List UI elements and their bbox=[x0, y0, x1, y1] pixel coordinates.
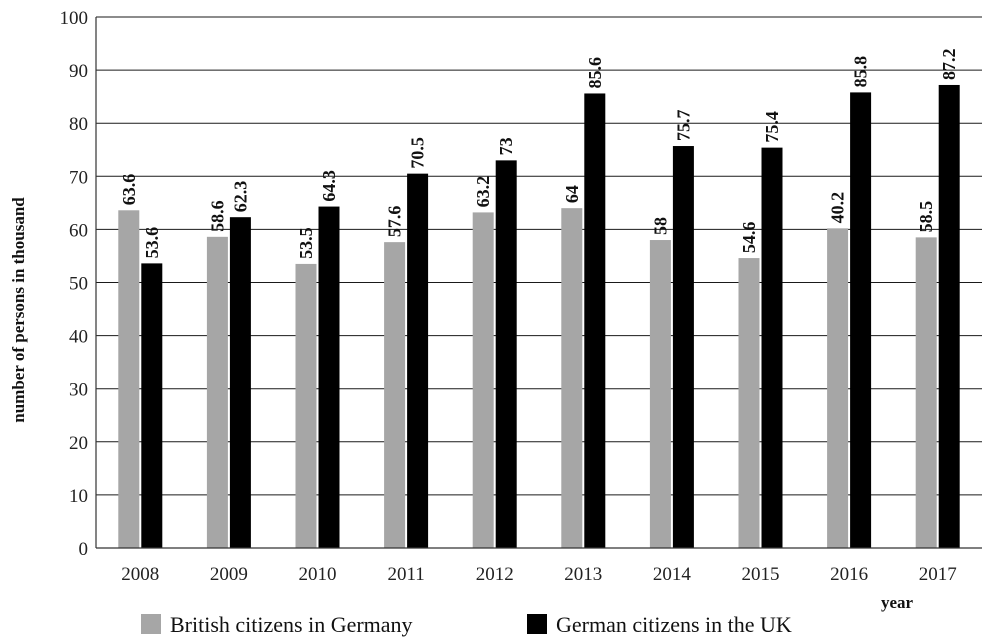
data-label: 63.6 bbox=[119, 174, 139, 206]
y-tick-labels: 0 10 20 30 40 50 60 70 80 90 100 bbox=[60, 8, 89, 560]
data-label: 53.5 bbox=[296, 227, 316, 259]
legend: British citizens in Germany German citize… bbox=[141, 612, 792, 637]
data-label: 53.6 bbox=[142, 227, 162, 259]
data-label: 73 bbox=[496, 137, 516, 155]
data-label: 62.3 bbox=[230, 181, 250, 213]
data-label: 58.5 bbox=[916, 201, 936, 233]
y-tick-label: 20 bbox=[69, 433, 88, 454]
x-tick-labels: 2008 2009 2010 2011 2012 2013 2014 2015 2016 2017 bbox=[121, 564, 956, 585]
bar-german-citizens-in-the-uk bbox=[584, 93, 606, 549]
x-tick-label: 2010 bbox=[299, 564, 337, 585]
bar-british-citizens-in-germany bbox=[295, 263, 317, 548]
data-label: 85.8 bbox=[851, 56, 871, 88]
data-label: 58.6 bbox=[207, 200, 227, 232]
x-tick-label: 2009 bbox=[210, 564, 248, 585]
data-label: 75.7 bbox=[673, 110, 693, 142]
bar-german-citizens-in-the-uk bbox=[761, 147, 783, 548]
data-label: 64 bbox=[562, 185, 582, 203]
bar-british-citizens-in-germany bbox=[649, 240, 671, 548]
legend-label: German citizens in the UK bbox=[556, 612, 792, 637]
bar-british-citizens-in-germany bbox=[738, 258, 760, 548]
bar-british-citizens-in-germany bbox=[206, 236, 228, 549]
legend-swatch bbox=[141, 614, 161, 634]
bar-british-citizens-in-germany bbox=[472, 212, 494, 548]
bar-british-citizens-in-germany bbox=[561, 208, 583, 548]
y-tick-label: 100 bbox=[60, 8, 89, 29]
x-tick-label: 2015 bbox=[742, 564, 780, 585]
data-label: 54.6 bbox=[739, 222, 759, 254]
y-axis-title: number of persons in thousand bbox=[9, 197, 28, 423]
y-tick-label: 30 bbox=[69, 380, 88, 401]
grid-lines bbox=[96, 16, 982, 496]
x-tick-label: 2014 bbox=[653, 564, 692, 585]
data-label: 58 bbox=[650, 217, 670, 235]
bar-british-citizens-in-germany bbox=[384, 242, 406, 549]
data-label: 57.6 bbox=[385, 206, 405, 238]
data-label: 63.2 bbox=[473, 176, 493, 208]
bar-british-citizens-in-germany bbox=[118, 210, 140, 548]
bar-german-citizens-in-the-uk bbox=[407, 173, 429, 548]
y-tick-label: 10 bbox=[69, 486, 88, 507]
bar-german-citizens-in-the-uk bbox=[850, 92, 872, 548]
bar-british-citizens-in-germany bbox=[827, 228, 849, 548]
bars: 63.6 53.6 58.662.3 53.5 64.3 57.6 70.5 63.2 73 64… bbox=[118, 48, 960, 549]
legend-swatch bbox=[527, 614, 547, 634]
x-tick-label: 2016 bbox=[830, 564, 868, 585]
y-tick-label: 50 bbox=[69, 274, 88, 295]
data-label: 75.4 bbox=[762, 111, 782, 143]
bar-british-citizens-in-germany bbox=[915, 237, 937, 549]
data-label: 85.6 bbox=[585, 57, 605, 89]
data-label: 64.3 bbox=[319, 170, 339, 202]
x-tick-label: 2013 bbox=[564, 564, 602, 585]
bar-german-citizens-in-the-uk bbox=[318, 206, 340, 548]
y-tick-label: 70 bbox=[69, 167, 88, 188]
legend-label: British citizens in Germany bbox=[170, 612, 413, 637]
x-tick-label: 2011 bbox=[387, 564, 424, 585]
x-axis-title: year bbox=[881, 593, 914, 612]
y-tick-label: 90 bbox=[69, 61, 88, 82]
x-tick-label: 2017 bbox=[919, 564, 957, 585]
data-label: 87.2 bbox=[939, 48, 959, 80]
bar-german-citizens-in-the-uk bbox=[229, 217, 251, 548]
bar-german-citizens-in-the-uk bbox=[938, 84, 960, 548]
bar-german-citizens-in-the-uk bbox=[672, 146, 694, 548]
bar-german-citizens-in-the-uk bbox=[141, 263, 163, 548]
y-tick-label: 60 bbox=[69, 220, 88, 241]
data-label: 70.5 bbox=[408, 137, 428, 169]
bar-german-citizens-in-the-uk bbox=[495, 160, 517, 548]
x-tick-label: 2008 bbox=[121, 564, 159, 585]
y-tick-label: 0 bbox=[79, 539, 89, 560]
data-label: 40.2 bbox=[828, 192, 848, 224]
y-tick-label: 40 bbox=[69, 327, 88, 348]
y-tick-label: 80 bbox=[69, 114, 88, 135]
x-tick-label: 2012 bbox=[476, 564, 514, 585]
